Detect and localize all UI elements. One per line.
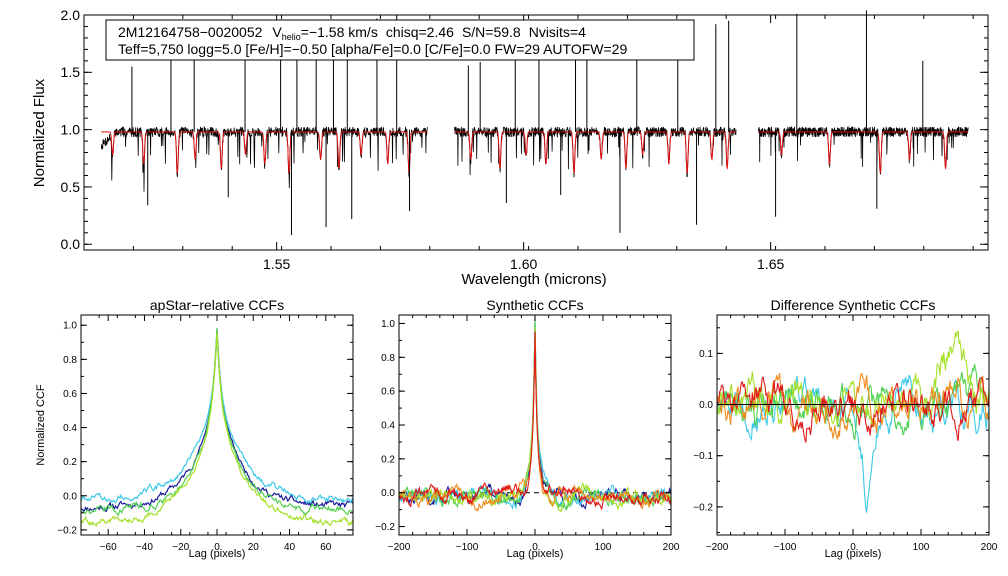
spectrum-ytick-label: 2.0	[61, 7, 81, 23]
apstar-ccf-plot: −60 −40 −20 0 20 40 60 −0.20.00.20.40.60.81.0 …	[35, 297, 353, 560]
difference-ccf-xtick-label: −100	[774, 542, 797, 553]
apstar-ccf-title: apStar−relative CCFs	[150, 297, 284, 313]
star-id: 2M12164758−0020052	[118, 24, 263, 40]
synthetic-ccf-title: Synthetic CCFs	[486, 297, 583, 313]
difference-ccf-xtick-label: −200	[706, 542, 729, 553]
synthetic-ccf-xlabel: Lag (pixels)	[507, 548, 564, 560]
apstar-ccf-x-ticks: −60 −40 −20 0 20 40 60	[81, 315, 353, 553]
apstar-ccf-ytick-label: 1.0	[63, 321, 77, 332]
apstar-ccf-ytick-label: −0.2	[57, 525, 77, 536]
difference-ccf-title: Difference Synthetic CCFs	[771, 297, 936, 313]
synthetic-ccf-xtick-label: 100	[595, 542, 612, 553]
chisq: chisq=2.46	[386, 24, 454, 40]
difference-ccf-ytick-label: −0.2	[693, 502, 713, 513]
apstar-ccf-ytick-label: 0.2	[63, 457, 77, 468]
info-line-1: 2M12164758−0020052 Vhelio=−1.58 km/s chisq…	[118, 24, 586, 42]
synthetic-ccf-ytick-label: 0.6	[381, 387, 395, 398]
synthetic-ccf-xtick-label: −100	[456, 542, 479, 553]
apstar-ccf-curves	[81, 328, 353, 526]
apstar-ccf-line-1	[81, 330, 353, 512]
difference-ccf-xtick-label: 100	[913, 542, 930, 553]
apstar-ccf-xtick-label: 20	[248, 542, 260, 553]
spectrum-plot: 1.55 1.60 1.65 0.0 0.5 1.0 1.5 2.0 Wavelength …	[31, 7, 988, 288]
difference-ccf-curves	[717, 331, 989, 512]
info-box: 2M12164758−0020052 Vhelio=−1.58 km/s chisq…	[106, 20, 694, 60]
model-spectrum-chip-3	[758, 132, 968, 173]
vhelio-value: =−1.58 km/s	[301, 24, 378, 40]
synthetic-ccf-curves	[399, 318, 671, 512]
difference-ccf-plot: −200 −100 0 100 200 −0.2−0.10.00.1 Differenc…	[693, 297, 998, 560]
apstar-ccf-line-3	[81, 328, 353, 515]
difference-ccf-ytick-label: 0.0	[699, 400, 713, 411]
synthetic-ccf-ytick-label: −0.2	[375, 522, 395, 533]
apstar-ccf-ytick-label: 0.6	[63, 389, 77, 400]
observed-spectrum-chip-2	[455, 127, 737, 178]
spectrum-ytick-label: 1.0	[61, 122, 81, 138]
spectrum-ytick-label: 1.5	[61, 64, 81, 80]
synthetic-ccf-xtick-label: 200	[663, 542, 680, 553]
difference-ccf-xlabel: Lag (pixels)	[825, 548, 882, 560]
synthetic-ccf-ytick-label: 0.0	[381, 488, 395, 499]
spectrum-xtick-label: 1.60	[510, 256, 537, 272]
spectrum-xtick-label: 1.65	[757, 256, 784, 272]
spectrum-ylabel: Normalized Flux	[31, 78, 48, 187]
info-line-2: Teff=5,750 logg=5.0 [Fe/H]=−0.50 [alpha/…	[118, 41, 627, 57]
synthetic-ccf-xtick-label: −200	[388, 542, 411, 553]
model-spectrum-chip-2	[455, 132, 737, 173]
observed-spectrum-chip-3	[758, 127, 968, 175]
apstar-ccf-xlabel: Lag (pixels)	[189, 548, 246, 560]
spectrum-ytick-label: 0.0	[61, 236, 81, 252]
signal-to-noise: S/N=59.8	[462, 24, 521, 40]
apstar-ccf-line-2	[81, 335, 353, 503]
apstar-ccf-xtick-label: −60	[100, 542, 117, 553]
figure: 1.55 1.60 1.65 0.0 0.5 1.0 1.5 2.0 Wavelength …	[0, 0, 1008, 576]
synthetic-ccf-x-ticks: −200 −100 0 100 200	[388, 315, 680, 553]
apstar-ccf-ylabel: Normalized CCF	[35, 384, 47, 466]
apstar-ccf-xtick-label: 60	[320, 542, 332, 553]
spectrum-ytick-label: 0.5	[61, 179, 81, 195]
synthetic-ccf-ytick-label: 0.4	[381, 421, 395, 432]
difference-ccf-ytick-label: 0.1	[699, 349, 713, 360]
apstar-ccf-ytick-label: 0.4	[63, 423, 77, 434]
apstar-ccf-ytick-label: 0.8	[63, 355, 77, 366]
apstar-ccf-ytick-label: 0.0	[63, 491, 77, 502]
synthetic-ccf-ytick-label: 0.8	[381, 353, 395, 364]
synthetic-ccf-ytick-label: 0.2	[381, 454, 395, 465]
difference-ccf-xtick-label: 200	[981, 542, 998, 553]
synthetic-ccf-ytick-label: 1.0	[381, 319, 395, 330]
nvisits: Nvisits=4	[529, 24, 586, 40]
synthetic-ccf-line-6	[399, 332, 671, 509]
spectrum-xlabel: Wavelength (microns)	[461, 271, 606, 288]
apstar-ccf-xtick-label: 40	[284, 542, 296, 553]
apstar-ccf-xtick-label: −40	[136, 542, 153, 553]
synthetic-ccf-plot: −200 −100 0 100 200 −0.20.00.20.40.60.81.0 S…	[375, 297, 680, 560]
apstar-ccf-xtick-label: −20	[172, 542, 189, 553]
spectrum-xtick-label: 1.55	[263, 256, 290, 272]
difference-ccf-ytick-label: −0.1	[693, 451, 713, 462]
